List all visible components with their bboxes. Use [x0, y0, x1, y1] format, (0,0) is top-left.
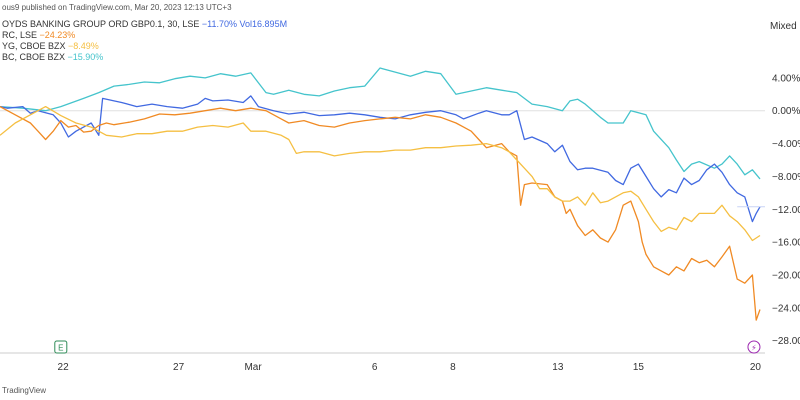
- x-tick-label: 8: [450, 362, 456, 373]
- x-tick-label: Mar: [244, 362, 262, 373]
- legend-change: −11.70%: [202, 19, 237, 29]
- series-line-hsbc[interactable]: [0, 67, 761, 180]
- scale-mode-label[interactable]: Mixed: [770, 21, 797, 32]
- dividend-event-badge[interactable]: ⚡: [747, 340, 761, 354]
- earnings-event-badge[interactable]: E: [54, 340, 68, 354]
- y-tick-label: −16.00%: [772, 238, 800, 249]
- series-layer: [0, 67, 765, 321]
- y-tick-label: 0.00%: [772, 106, 800, 117]
- legend-name: OYDS BANKING GROUP ORD GBP0.1, 30, LSE: [2, 19, 202, 29]
- y-tick-label: −24.00%: [772, 303, 800, 314]
- legend-change: −15.90%: [68, 52, 104, 62]
- series-line-lloy[interactable]: [0, 95, 761, 223]
- x-axis: 22 27 Mar 6 8 13 15 20: [58, 362, 762, 373]
- x-tick-label: 27: [173, 362, 185, 373]
- earnings-badge-letter: E: [58, 344, 63, 353]
- series-line-lyg[interactable]: [0, 105, 761, 242]
- y-tick-label: −20.00%: [772, 270, 800, 281]
- x-tick-label: 13: [552, 362, 564, 373]
- legend-name: RC, LSE: [2, 30, 40, 40]
- legend-change: −8.49%: [68, 41, 99, 51]
- legend: OYDS BANKING GROUP ORD GBP0.1, 30, LSE −…: [2, 19, 287, 62]
- y-tick-label: −12.00%: [772, 205, 800, 216]
- legend-item-lyg[interactable]: YG, CBOE BZX −8.49%: [2, 41, 99, 51]
- bolt-badge-frame: [747, 340, 761, 354]
- legend-item-hsbc[interactable]: BC, CBOE BZX −15.90%: [2, 52, 103, 62]
- legend-change: −24.23%: [40, 30, 76, 40]
- legend-volume: Vol16.895M: [237, 19, 287, 29]
- y-tick-label: −8.00%: [772, 172, 800, 183]
- earnings-badge-frame: [54, 340, 68, 354]
- footer-brand: TradingView: [2, 386, 46, 395]
- x-tick-label: 15: [633, 362, 645, 373]
- legend-name: BC, CBOE BZX: [2, 52, 68, 62]
- event-badges: E ⚡: [54, 340, 761, 354]
- legend-item-lloy[interactable]: OYDS BANKING GROUP ORD GBP0.1, 30, LSE −…: [2, 19, 287, 29]
- y-tick-label: 4.00%: [772, 73, 800, 84]
- y-tick-label: −28.00%: [772, 336, 800, 347]
- legend-item-barc[interactable]: RC, LSE −24.23%: [2, 30, 75, 40]
- series-line-barc[interactable]: [0, 106, 761, 321]
- x-tick-label: 6: [372, 362, 378, 373]
- x-tick-label: 20: [750, 362, 762, 373]
- x-tick-label: 22: [58, 362, 70, 373]
- published-note: ous9 published on TradingView.com, Mar 2…: [2, 3, 232, 12]
- y-axis: 4.00% 0.00% −4.00% −8.00% −12.00% −16.00% −20.…: [772, 73, 800, 347]
- legend-name: YG, CBOE BZX: [2, 41, 68, 51]
- bolt-icon: ⚡: [751, 344, 757, 353]
- y-tick-label: −4.00%: [772, 139, 800, 150]
